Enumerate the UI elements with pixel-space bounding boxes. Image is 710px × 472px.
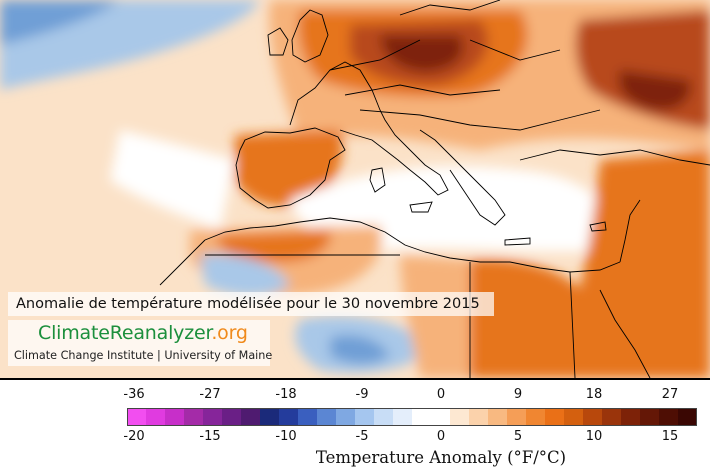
colorbar-swatch [507, 408, 527, 426]
hot-core-russia [618, 70, 691, 111]
colorbar-swatch [374, 408, 394, 426]
legend-tick-c: -20 [123, 429, 145, 444]
colorbar-swatch [260, 408, 280, 426]
colorbar-swatch [165, 408, 185, 426]
coastline-turkey [519, 149, 710, 166]
colorbar-swatch [184, 408, 204, 426]
hot-core-germany [380, 35, 464, 72]
coastline-iberia [235, 127, 346, 209]
climate-reanalyzer-logo: ClimateReanalyzer.org [38, 322, 248, 344]
colorbar-swatch [621, 408, 641, 426]
colorbar-swatch [602, 408, 622, 426]
strong-warm-maghreb [215, 230, 331, 262]
colorbar-swatch [336, 408, 356, 426]
colorbar-swatch [545, 408, 565, 426]
colorbar-swatch [279, 408, 299, 426]
colorbar-swatch [526, 408, 546, 426]
legend-tick-f: -18 [275, 387, 297, 402]
colorbar-swatch [678, 408, 697, 426]
legend-tick-f: -36 [123, 387, 145, 402]
neutral-band-atlantic [110, 130, 235, 230]
warm-region-egypt [462, 259, 590, 378]
coastline-british-isles [291, 9, 329, 63]
coastlines [159, 0, 710, 378]
coastline-north-africa [204, 217, 621, 273]
legend-tick-c: -10 [275, 429, 297, 444]
legend-tick-f: 9 [513, 387, 523, 402]
coastline-balkans [419, 129, 506, 226]
map-separator-line [0, 378, 710, 380]
colorbar-swatch [127, 408, 147, 426]
colorbar-border [127, 408, 697, 426]
colorbar-swatch [659, 408, 679, 426]
colorbar-swatch [393, 408, 413, 426]
warm-region-libya [400, 255, 470, 378]
coastline-sardinia [369, 167, 386, 193]
colorbar-swatch [317, 408, 337, 426]
legend-tick-c: -5 [355, 429, 369, 444]
coastline-atlantic-morocco [159, 239, 206, 286]
colorbar-swatch [203, 408, 223, 426]
warm-region-middle-east [560, 150, 710, 378]
legend-tick-f: -27 [199, 387, 221, 402]
logo-domain: .org [211, 322, 248, 344]
legend-tick-c: 5 [513, 429, 523, 444]
colorbar-swatch [488, 408, 508, 426]
colorbar-swatch [222, 408, 242, 426]
legend-colorbar [127, 408, 697, 426]
colorbar-swatch [564, 408, 584, 426]
legend-tick-f: 27 [661, 387, 679, 402]
colorbar-swatch [640, 408, 660, 426]
coastline-ireland [267, 27, 289, 56]
logo-name: ClimateReanalyzer [38, 322, 212, 344]
colorbar-swatch [355, 408, 375, 426]
legend-tick-f: 18 [585, 387, 603, 402]
colorbar-swatch [146, 408, 166, 426]
coastline-france-italy [289, 61, 449, 196]
colorbar-swatch [241, 408, 261, 426]
cool-region-sahara [200, 254, 290, 296]
coastline-sicily [409, 201, 433, 213]
warm-region-iberia [235, 130, 343, 207]
colorbar-swatch [298, 408, 318, 426]
institute-credit: Climate Change Institute | University of… [14, 349, 273, 362]
cold-region-south-sahara [330, 335, 390, 365]
anomaly-field [0, 0, 710, 378]
border-lines [205, 39, 601, 378]
legend-tick-c: 0 [436, 429, 446, 444]
colorbar-swatch [431, 408, 451, 426]
legend-tick-c: 10 [585, 429, 603, 444]
colorbar-swatch [412, 408, 432, 426]
coastline-crete [504, 237, 531, 246]
colorbar-swatch [450, 408, 470, 426]
legend-tick-f: 0 [436, 387, 446, 402]
legend-unit-label: Temperature Anomaly (°F/°C) [315, 448, 567, 467]
temperature-anomaly-map [0, 0, 710, 378]
logo-backdrop [8, 320, 270, 366]
title-backdrop [8, 292, 494, 316]
map-title: Anomalie de température modélisée pour l… [16, 296, 480, 312]
coastline-baltic [399, 0, 501, 16]
legend-tick-f: -9 [355, 387, 369, 402]
coastline-levant [619, 199, 641, 263]
legend-tick-c: 15 [661, 429, 679, 444]
colder-region-atlantic [0, 0, 120, 45]
coastline-red-sea [599, 289, 651, 378]
colorbar-swatch [469, 408, 489, 426]
coastline-cyprus [589, 221, 607, 232]
legend-tick-c: -15 [199, 429, 221, 444]
colorbar-swatch [583, 408, 603, 426]
